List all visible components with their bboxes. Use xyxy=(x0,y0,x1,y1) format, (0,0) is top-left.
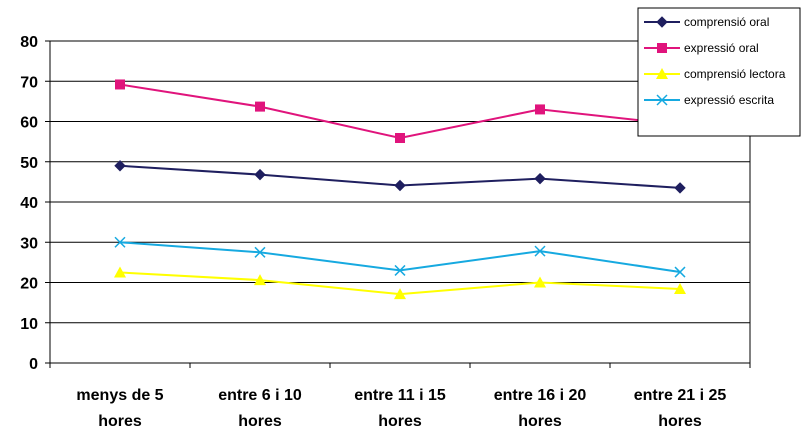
y-tick-label: 0 xyxy=(29,356,38,373)
data-point-square xyxy=(255,101,265,112)
x-tick-label-line: entre 16 i 20 xyxy=(494,387,587,404)
x-tick-label-line: hores xyxy=(238,413,282,430)
data-point-x-stroke xyxy=(114,236,126,248)
x-tick-label-line: menys de 5 xyxy=(76,387,163,404)
legend-entry: comprensió lectora xyxy=(644,67,786,81)
x-tick-label: entre 11 i 15 hores xyxy=(354,387,446,430)
data-point-square xyxy=(657,43,667,53)
series-comprensió-oral xyxy=(114,160,686,194)
data-point-diamond xyxy=(674,182,686,194)
data-point-x xyxy=(254,246,266,258)
data-point-x-stroke xyxy=(674,266,686,278)
gridlines xyxy=(50,40,750,324)
series-expressió-escrita xyxy=(114,236,686,278)
data-point-square xyxy=(115,79,125,90)
data-point-triangle xyxy=(114,266,126,278)
legend-entry: expressió escrita xyxy=(644,93,774,107)
series-group xyxy=(114,79,686,300)
data-point-square xyxy=(535,104,545,115)
series-comprensió-lectora xyxy=(114,266,686,300)
x-tick-label-line: entre 6 i 10 xyxy=(218,387,302,404)
y-tick-label: 10 xyxy=(20,316,38,333)
data-point-x-stroke xyxy=(534,245,546,257)
x-tick-label: entre 21 i 25 hores xyxy=(634,387,727,430)
data-point-triangle xyxy=(254,274,266,286)
series-expressió-oral xyxy=(115,79,685,144)
data-point-x xyxy=(114,236,126,248)
legend-label: expressió escrita xyxy=(684,93,774,107)
x-tick-label: entre 6 i 10 hores xyxy=(218,387,302,430)
data-point-triangle xyxy=(674,282,686,294)
data-point-triangle xyxy=(656,68,668,79)
data-point-diamond xyxy=(656,16,668,28)
legend: comprensió oral expressió oral comprensió … xyxy=(637,7,801,137)
y-tick-label: 80 xyxy=(20,34,38,51)
legend-label: comprensió oral xyxy=(684,15,769,29)
data-point-square xyxy=(395,133,405,144)
legend-label: expressió oral xyxy=(684,41,759,55)
legend-label: comprensió lectora xyxy=(684,67,786,81)
legend-box xyxy=(637,7,801,137)
x-tick-label-line: entre 21 i 25 xyxy=(634,387,727,404)
data-point-x xyxy=(656,94,668,106)
data-point-x-stroke xyxy=(394,264,406,276)
series-line xyxy=(119,83,681,140)
data-point-x-stroke xyxy=(656,94,668,106)
x-tick-label-line: entre 11 i 15 xyxy=(354,387,446,404)
legend-entry: expressió oral xyxy=(644,41,759,55)
data-point-x xyxy=(534,245,546,257)
data-point-diamond xyxy=(394,179,406,192)
y-axis-ticks: 0 10 20 30 40 50 60 70 80 xyxy=(20,34,50,373)
data-point-x xyxy=(394,264,406,276)
x-tick-label: entre 16 i 20 hores xyxy=(494,387,587,430)
data-point-x-stroke xyxy=(254,246,266,258)
data-point-diamond xyxy=(254,168,266,181)
y-tick-label: 20 xyxy=(20,276,38,293)
x-tick-label-line: hores xyxy=(378,413,422,430)
y-tick-label: 40 xyxy=(20,195,38,212)
x-tick-label: menys de 5 hores xyxy=(76,387,163,430)
x-tick-label-line: hores xyxy=(658,413,702,430)
data-point-x xyxy=(674,266,686,278)
series-line xyxy=(119,241,681,274)
y-tick-label: 50 xyxy=(20,155,38,172)
x-tick-label-line: hores xyxy=(98,413,142,430)
data-point-triangle xyxy=(534,276,546,288)
data-point-diamond xyxy=(114,160,126,172)
x-tick-label-line: hores xyxy=(518,413,562,430)
y-tick-label: 30 xyxy=(20,235,38,252)
data-point-triangle xyxy=(394,288,406,300)
y-tick-label: 60 xyxy=(20,115,38,132)
data-point-diamond xyxy=(534,172,546,185)
legend-entry: comprensió oral xyxy=(644,15,769,29)
y-tick-label: 70 xyxy=(20,74,38,91)
